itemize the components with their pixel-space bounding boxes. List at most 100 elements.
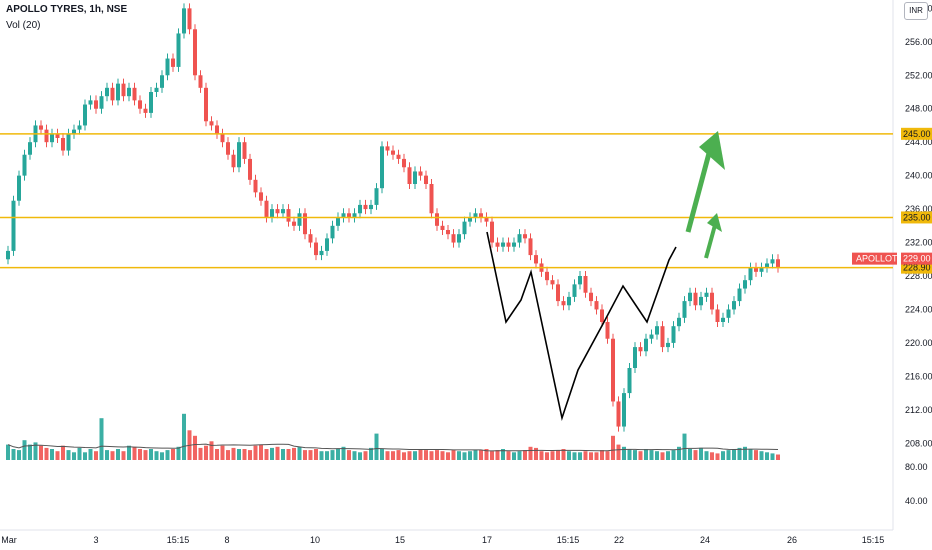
volume-bar bbox=[319, 451, 324, 460]
x-tick-label: 15:15 bbox=[557, 535, 580, 545]
volume-bar bbox=[22, 440, 27, 460]
volume-bar bbox=[149, 449, 153, 460]
volume-bar bbox=[721, 451, 725, 460]
candle-body bbox=[242, 142, 247, 159]
candle-body bbox=[325, 238, 329, 251]
candle-body bbox=[429, 184, 434, 214]
candle-body bbox=[770, 259, 775, 264]
candle-body bbox=[688, 292, 692, 302]
volume-bar bbox=[479, 450, 483, 460]
volume-bar bbox=[347, 450, 351, 460]
candle-body bbox=[743, 280, 747, 289]
y-tick-label: 240.00 bbox=[905, 171, 932, 181]
x-tick-label: 10 bbox=[310, 535, 320, 545]
volume-bar bbox=[28, 444, 32, 460]
currency-button[interactable]: INR bbox=[904, 2, 928, 20]
volume-bar bbox=[666, 451, 670, 460]
volume-bar bbox=[55, 451, 60, 460]
volume-bar bbox=[325, 451, 329, 460]
volume-bar bbox=[330, 450, 335, 460]
volume-bar bbox=[589, 452, 593, 460]
volume-bar bbox=[105, 450, 109, 460]
y-tick-label: 236.00 bbox=[905, 204, 932, 214]
candle-body bbox=[165, 58, 170, 76]
volume-bar bbox=[605, 451, 610, 460]
candle-body bbox=[660, 326, 665, 348]
candle-body bbox=[72, 129, 76, 134]
candle-body bbox=[545, 271, 549, 281]
volume-bar bbox=[231, 447, 236, 460]
volume-bar bbox=[209, 441, 214, 460]
candle-body bbox=[50, 133, 54, 143]
volume-bar bbox=[583, 451, 588, 460]
y-tick-label: 252.00 bbox=[905, 70, 932, 80]
volume-bar bbox=[506, 451, 511, 460]
volume-bar bbox=[380, 449, 384, 460]
volume-bar bbox=[660, 452, 665, 460]
volume-bar bbox=[517, 451, 522, 460]
volume-bar bbox=[39, 445, 43, 460]
candle-body bbox=[308, 234, 313, 243]
volume-bar bbox=[402, 452, 406, 460]
volume-bar bbox=[94, 451, 98, 460]
candle-body bbox=[176, 33, 181, 67]
candle-body bbox=[671, 326, 676, 343]
volume-bar bbox=[270, 447, 274, 460]
candle-body bbox=[748, 267, 753, 281]
volume-bar bbox=[462, 452, 467, 460]
volume-bar bbox=[633, 450, 637, 460]
candle-body bbox=[550, 280, 555, 285]
candle-body bbox=[105, 87, 109, 97]
volume-bar bbox=[578, 452, 582, 460]
x-tick-label: 15:15 bbox=[167, 535, 190, 545]
candle-body bbox=[446, 230, 450, 235]
projection-arrow-shaft bbox=[685, 141, 715, 233]
x-tick-label: Mar bbox=[1, 535, 17, 545]
y-tick-label: 224.00 bbox=[905, 304, 932, 314]
symbol-label: APOLLOTYRE bbox=[856, 254, 916, 264]
candle-body bbox=[391, 150, 395, 155]
candle-body bbox=[655, 326, 659, 335]
candle-body bbox=[759, 267, 764, 272]
candle-body bbox=[259, 192, 263, 201]
volume-bar bbox=[627, 449, 632, 460]
candle-body bbox=[677, 317, 681, 327]
candle-body bbox=[193, 29, 197, 76]
candle-body bbox=[28, 142, 32, 155]
volume-bar bbox=[154, 451, 159, 460]
volume-bar bbox=[688, 449, 692, 460]
volume-bar bbox=[424, 450, 428, 460]
candle-body bbox=[149, 92, 153, 113]
volume-bar bbox=[655, 451, 659, 460]
volume-bar bbox=[363, 451, 368, 460]
volume-bar bbox=[567, 451, 571, 460]
y-tick-label: 228.00 bbox=[905, 271, 932, 281]
candle-body bbox=[374, 188, 379, 205]
y-tick-label: 256.00 bbox=[905, 37, 932, 47]
volume-bar bbox=[99, 418, 104, 460]
candle-body bbox=[55, 133, 60, 138]
volume-bar bbox=[165, 450, 170, 460]
candle-body bbox=[583, 276, 588, 293]
volume-bar bbox=[237, 449, 241, 460]
volume-bar bbox=[61, 445, 65, 460]
volume-bar bbox=[748, 449, 753, 460]
x-tick-label: 15 bbox=[395, 535, 405, 545]
candle-body bbox=[600, 309, 604, 322]
candle-body bbox=[418, 171, 423, 176]
volume-bar bbox=[17, 450, 21, 460]
volume-bar bbox=[759, 451, 764, 460]
volume-bar bbox=[44, 447, 49, 460]
candle-body bbox=[710, 292, 714, 310]
candle-body bbox=[39, 125, 43, 130]
candle-body bbox=[204, 87, 208, 122]
candle-body bbox=[649, 334, 654, 339]
volume-bar bbox=[374, 433, 379, 460]
candle-body bbox=[231, 154, 236, 168]
projection-arrow-head bbox=[699, 131, 725, 170]
candle-body bbox=[297, 213, 302, 226]
candle-body bbox=[567, 296, 571, 306]
candle-body bbox=[352, 213, 357, 218]
candle-body bbox=[127, 87, 131, 97]
